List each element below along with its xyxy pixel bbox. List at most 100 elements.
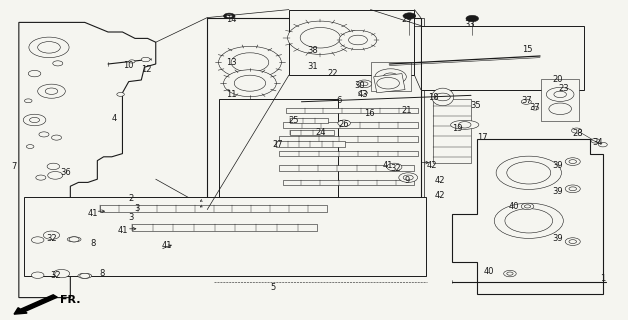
Bar: [100, 205, 327, 212]
Polygon shape: [374, 74, 405, 93]
Bar: [276, 141, 345, 147]
Text: 8: 8: [100, 269, 105, 278]
Bar: [132, 224, 317, 231]
Text: 39: 39: [553, 161, 563, 170]
Circle shape: [38, 84, 65, 98]
Text: 17: 17: [477, 133, 487, 142]
Bar: [207, 206, 421, 210]
Circle shape: [30, 117, 40, 123]
Text: 18: 18: [428, 93, 438, 102]
Bar: [290, 118, 328, 123]
Circle shape: [29, 37, 69, 58]
Text: 3: 3: [128, 213, 133, 222]
Text: 33: 33: [464, 20, 475, 29]
Text: 11: 11: [226, 90, 236, 99]
Polygon shape: [452, 139, 603, 294]
Circle shape: [565, 158, 580, 165]
Text: 41: 41: [117, 226, 127, 235]
Bar: [279, 136, 418, 142]
Bar: [24, 197, 426, 276]
Text: 16: 16: [364, 109, 374, 118]
Circle shape: [399, 173, 418, 182]
Circle shape: [546, 87, 574, 101]
Circle shape: [338, 120, 350, 126]
Bar: [219, 99, 338, 202]
Ellipse shape: [431, 88, 453, 106]
Circle shape: [571, 128, 582, 133]
Circle shape: [202, 203, 212, 208]
Circle shape: [327, 200, 332, 203]
Bar: [207, 18, 421, 21]
Circle shape: [38, 42, 60, 53]
Circle shape: [219, 46, 281, 78]
Text: 20: 20: [553, 75, 563, 84]
Circle shape: [80, 273, 90, 278]
Circle shape: [141, 57, 150, 62]
Polygon shape: [19, 22, 156, 298]
Text: 37: 37: [521, 96, 532, 105]
Text: 40: 40: [509, 202, 519, 211]
Text: 6: 6: [337, 96, 342, 105]
Circle shape: [524, 205, 531, 208]
Text: 22: 22: [328, 69, 338, 78]
Text: 24: 24: [315, 128, 325, 137]
Bar: [279, 151, 418, 156]
Bar: [541, 79, 579, 121]
Circle shape: [507, 272, 513, 275]
Circle shape: [435, 93, 450, 101]
Text: 30: 30: [354, 81, 364, 90]
Circle shape: [496, 156, 561, 189]
Text: 31: 31: [308, 62, 318, 71]
Circle shape: [387, 163, 402, 171]
Text: 37: 37: [529, 103, 541, 112]
Circle shape: [288, 21, 353, 54]
Circle shape: [28, 70, 41, 77]
Circle shape: [31, 272, 44, 278]
Bar: [421, 18, 424, 208]
Text: 41: 41: [88, 209, 98, 218]
FancyArrow shape: [14, 295, 57, 314]
Circle shape: [53, 269, 70, 278]
Text: 39: 39: [553, 234, 563, 243]
Text: 21: 21: [402, 106, 412, 115]
Text: FR.: FR.: [60, 295, 80, 305]
Text: 5: 5: [271, 284, 276, 292]
Circle shape: [349, 200, 354, 203]
Text: 40: 40: [484, 267, 494, 276]
Text: 25: 25: [289, 116, 299, 124]
Circle shape: [359, 91, 367, 95]
Text: 38: 38: [307, 46, 318, 55]
Circle shape: [201, 198, 214, 204]
Bar: [279, 165, 414, 171]
Bar: [225, 72, 234, 82]
Circle shape: [565, 238, 580, 245]
Text: 7: 7: [11, 162, 16, 171]
Text: 43: 43: [358, 90, 368, 99]
Circle shape: [347, 199, 357, 204]
Text: 8: 8: [90, 239, 95, 248]
Circle shape: [403, 13, 416, 19]
Bar: [286, 108, 418, 113]
Circle shape: [349, 35, 367, 45]
Bar: [371, 62, 411, 91]
Circle shape: [53, 61, 63, 66]
Circle shape: [300, 28, 340, 48]
Text: 10: 10: [124, 61, 134, 70]
Circle shape: [25, 264, 44, 274]
Text: 3: 3: [134, 204, 139, 212]
Text: 14: 14: [226, 15, 236, 24]
Circle shape: [43, 231, 60, 239]
Circle shape: [69, 237, 79, 242]
Circle shape: [377, 77, 399, 89]
Text: 42: 42: [427, 161, 437, 170]
Circle shape: [372, 199, 382, 204]
Circle shape: [224, 13, 235, 19]
Bar: [207, 18, 210, 208]
Text: 41: 41: [383, 161, 393, 170]
Circle shape: [466, 15, 479, 22]
Circle shape: [374, 200, 379, 203]
Text: 15: 15: [522, 45, 533, 54]
Circle shape: [383, 73, 398, 81]
Text: 26: 26: [339, 120, 349, 129]
Text: 42: 42: [435, 191, 445, 200]
